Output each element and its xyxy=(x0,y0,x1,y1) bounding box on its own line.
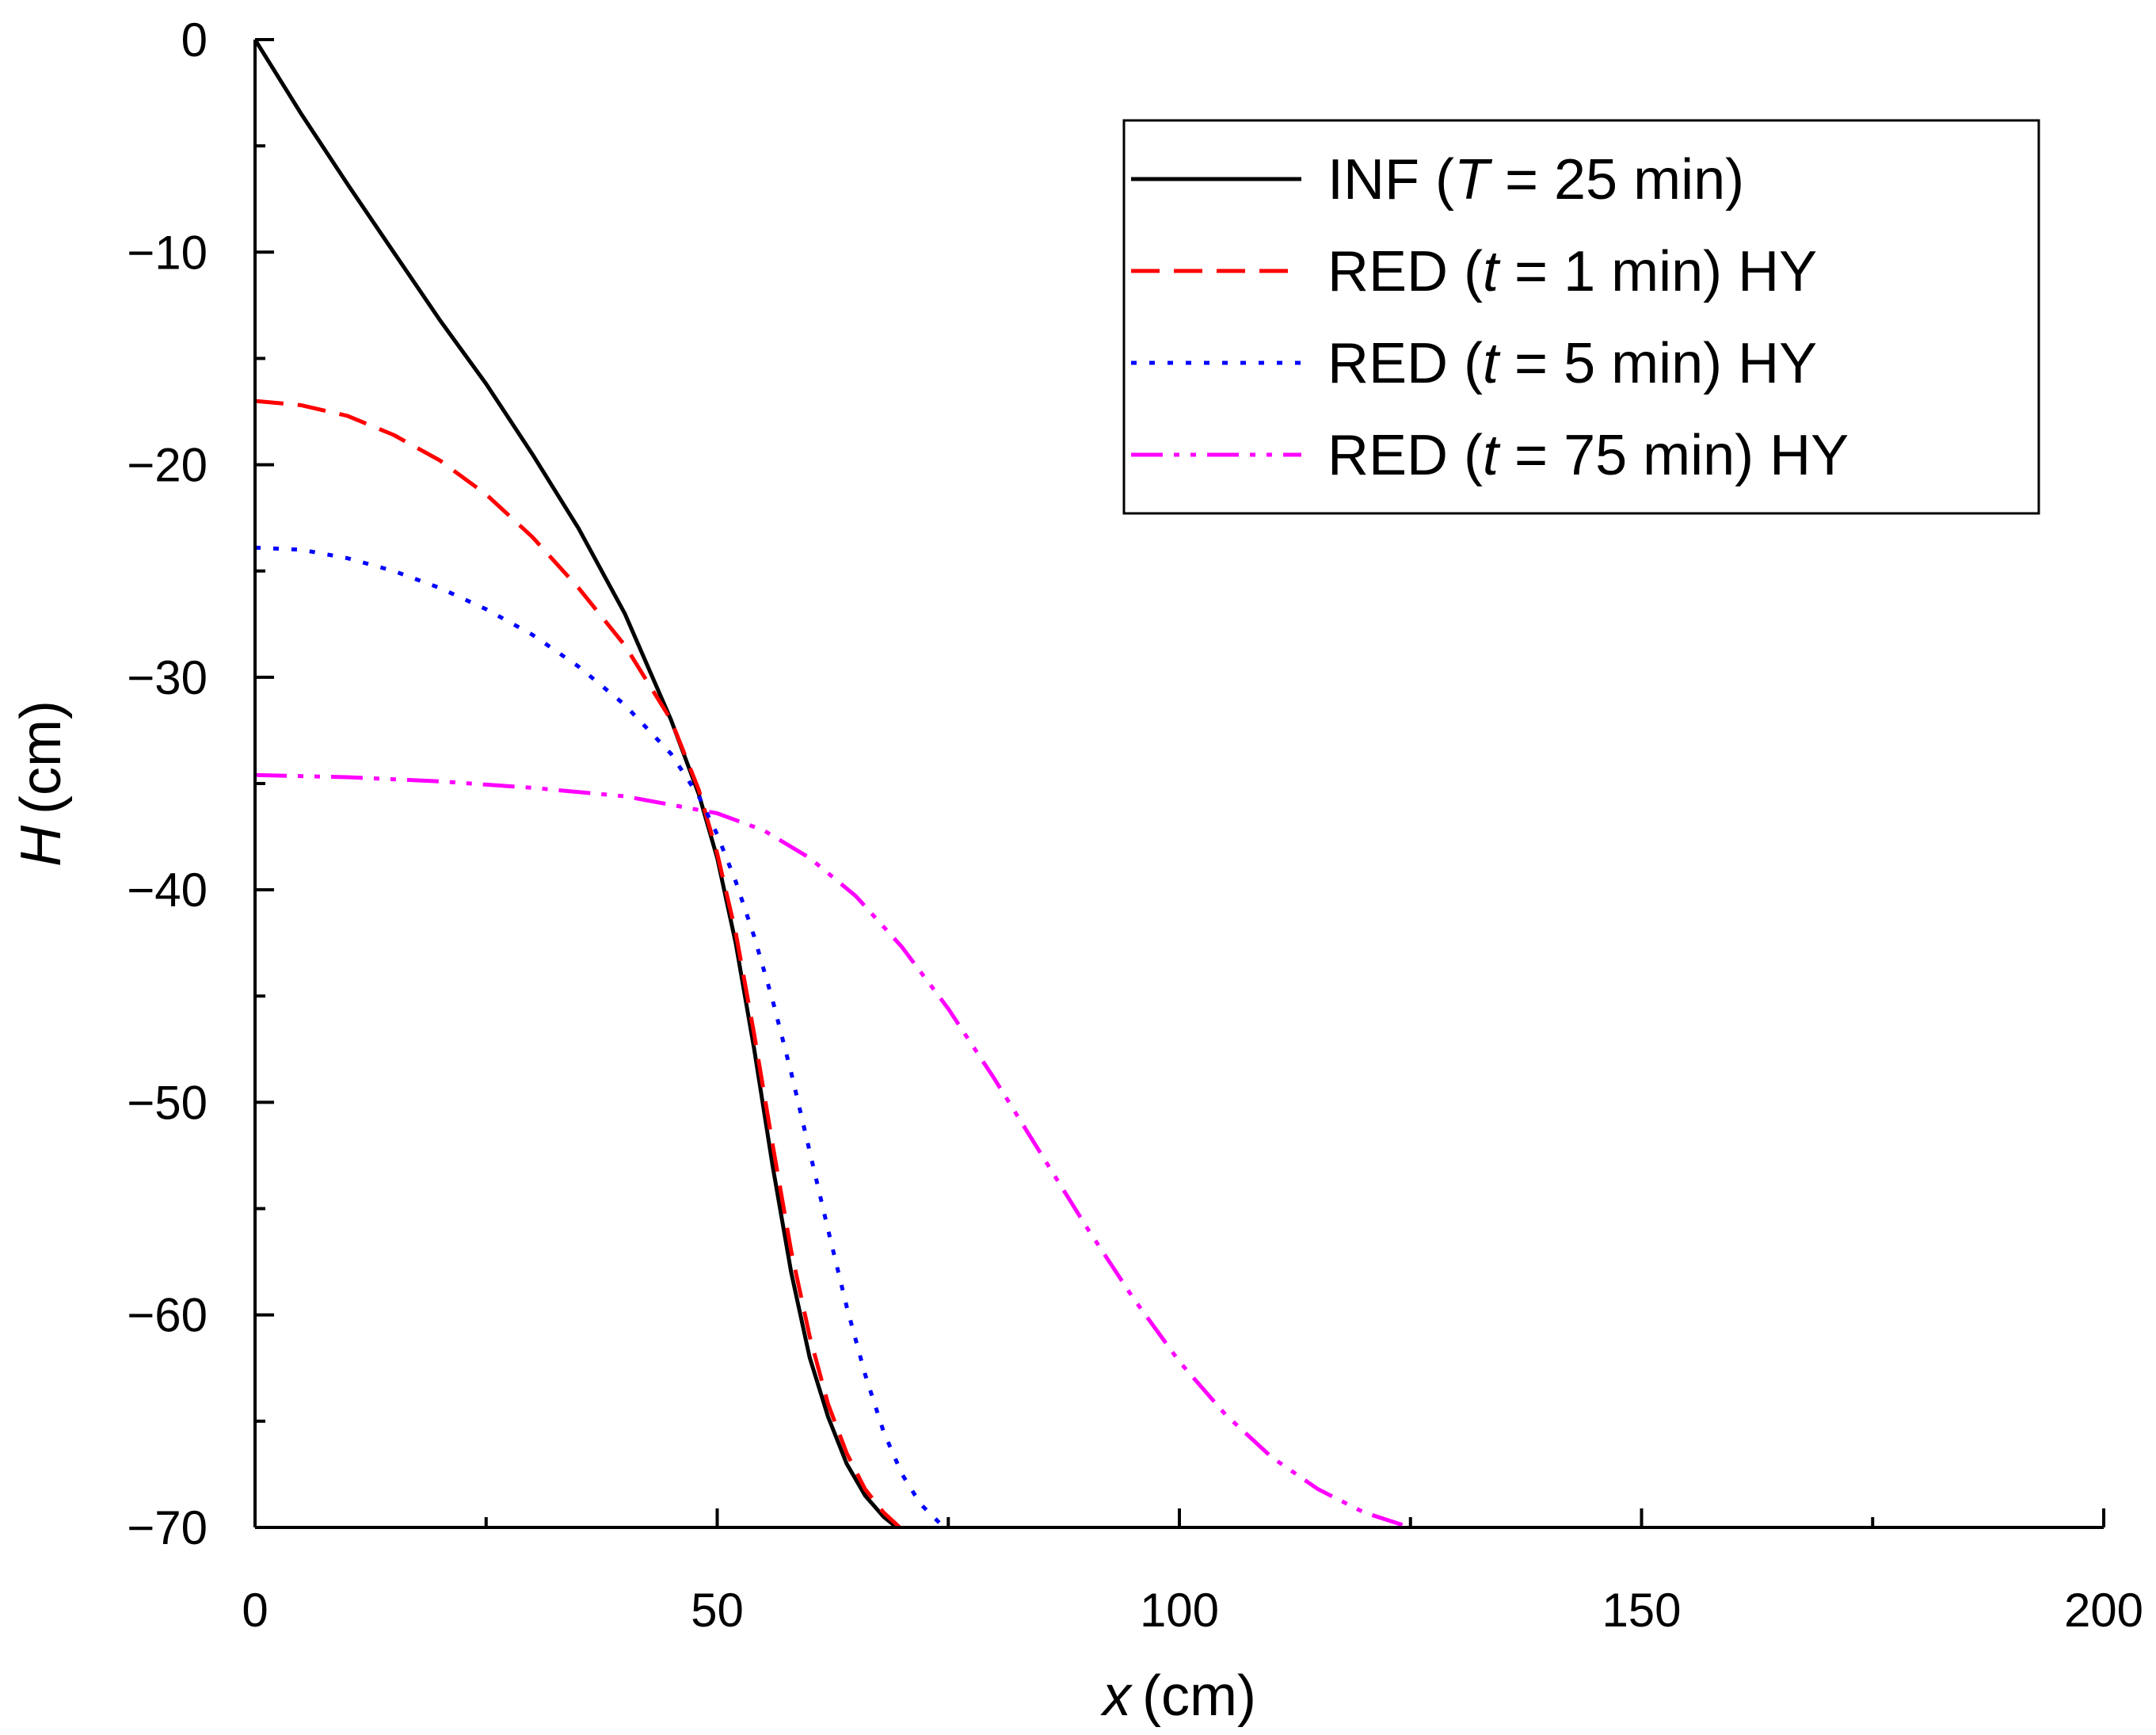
legend-label-2: RED (t = 1 min) HY xyxy=(1328,240,1817,303)
legend: INF (T = 25 min) RED (t = 1 min) HY RED (t… xyxy=(1122,119,2040,515)
series-line-4 xyxy=(255,772,1419,1527)
y-tick-label: −70 xyxy=(127,1501,208,1554)
y-tick-label: 0 xyxy=(181,13,208,67)
x-axis-symbol: x xyxy=(1100,1664,1133,1728)
x-ticks: 0 50 100 150 200 xyxy=(242,1508,2143,1637)
x-axis-unit: (cm) xyxy=(1142,1664,1256,1728)
x-tick-label: 0 xyxy=(242,1584,268,1637)
y-axis-unit: (cm) xyxy=(10,700,73,814)
y-tick-label: −20 xyxy=(127,439,208,492)
axes: 0 50 100 150 200 0 −10 −20 −30 −40 −50 −60 −70 xyxy=(127,13,2143,1637)
series-line-2 xyxy=(255,398,903,1527)
legend-label-1: INF (T = 25 min) xyxy=(1328,148,1744,212)
legend-label-4: RED (t = 75 min) HY xyxy=(1328,424,1849,487)
legend-frame xyxy=(1122,119,2040,515)
y-ticks: 0 −10 −20 −30 −40 −50 −60 −70 xyxy=(127,13,274,1554)
legend-items: INF (T = 25 min) RED (t = 1 min) HY RED (t… xyxy=(1131,148,1849,487)
legend-label-3: RED (t = 5 min) HY xyxy=(1328,332,1817,395)
x-axis-title: x (cm) xyxy=(1100,1664,1256,1728)
x-tick-label: 100 xyxy=(1140,1584,1219,1637)
x-tick-label: 50 xyxy=(691,1584,744,1637)
y-tick-label: −10 xyxy=(127,226,208,279)
y-axis-symbol: H xyxy=(10,825,73,867)
y-axis-title: H (cm) xyxy=(10,700,73,867)
series-layer xyxy=(255,40,1419,1527)
series-line-3 xyxy=(255,545,947,1527)
y-tick-label: −60 xyxy=(127,1289,208,1342)
y-tick-label: −40 xyxy=(127,864,208,917)
x-tick-label: 200 xyxy=(2064,1584,2143,1637)
y-tick-label: −50 xyxy=(127,1076,208,1129)
x-tick-label: 150 xyxy=(1602,1584,1681,1637)
series-line-1 xyxy=(255,40,901,1527)
y-tick-label: −30 xyxy=(127,651,208,704)
